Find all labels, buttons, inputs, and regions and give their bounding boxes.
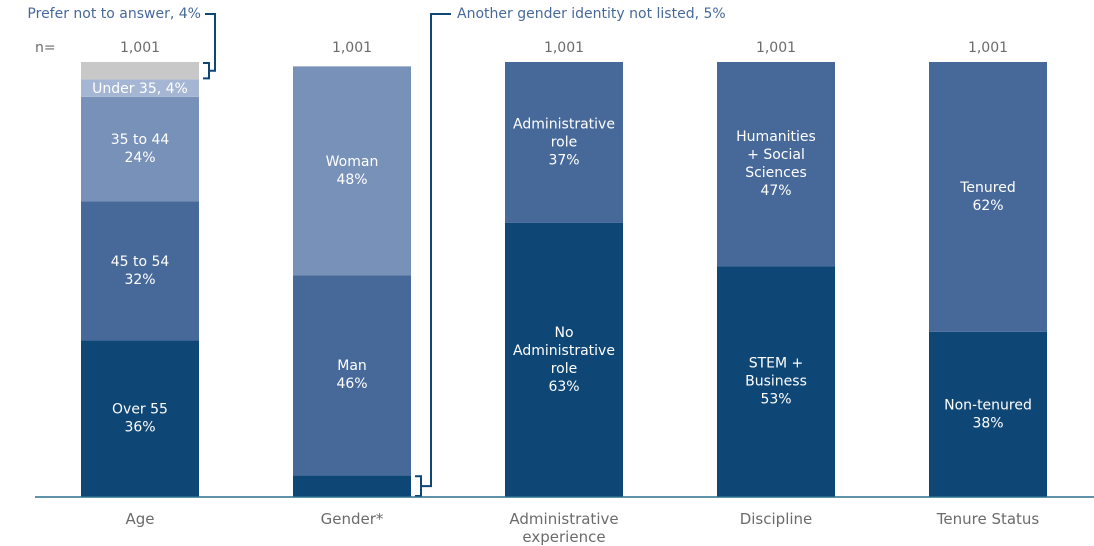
segment-name: role	[551, 134, 578, 150]
segment-name: 35 to 44	[111, 132, 170, 148]
segment-value: 53%	[760, 392, 791, 408]
n-value: 1,001	[968, 40, 1008, 56]
bar-segment	[717, 62, 835, 267]
segment-value: 38%	[972, 415, 1003, 431]
segment-name: Administrative	[513, 343, 615, 359]
bar-segment	[717, 266, 835, 497]
bar-segment	[81, 96, 199, 202]
bar-segment	[293, 475, 411, 497]
segment-name: STEM +	[749, 356, 804, 372]
callout-bracket	[203, 13, 216, 80]
bar-segment	[929, 331, 1047, 497]
n-value: 1,001	[120, 40, 160, 56]
segment-name: Over 55	[112, 402, 168, 418]
segment-value: 62%	[972, 198, 1003, 214]
bar-segment	[505, 222, 623, 497]
segment-label: Under 35, 4%	[92, 81, 188, 97]
segment-name: + Social	[747, 147, 805, 163]
n-label: n=	[35, 40, 56, 56]
segment-value: 24%	[124, 150, 155, 166]
segment-value: 32%	[124, 272, 155, 288]
bar-segment	[293, 275, 411, 476]
category-label: Gender*	[320, 510, 384, 528]
segment-name: Man	[337, 358, 367, 374]
segment-name: role	[551, 361, 578, 377]
segment-name: Humanities	[736, 129, 816, 145]
callout-label: Another gender identity not listed, 5%	[457, 6, 726, 22]
segment-value: 46%	[336, 376, 367, 392]
bar-segment	[293, 66, 411, 276]
segment-value: 47%	[760, 183, 791, 199]
category-label: Age	[125, 510, 155, 528]
segment-value: 36%	[124, 420, 155, 436]
segment-name: Business	[745, 374, 807, 390]
segment-name: Non-tenured	[944, 397, 1032, 413]
segment-name: Tenured	[959, 180, 1015, 196]
segment-value: 48%	[336, 172, 367, 188]
bar-segment	[81, 79, 199, 97]
segment-name: Administrative	[513, 116, 615, 132]
bar-segment	[505, 62, 623, 223]
callout-label: Prefer not to answer, 4%	[27, 6, 201, 22]
category-label: Administrative experience	[509, 510, 619, 546]
segment-name: 45 to 54	[111, 254, 170, 270]
callout-bracket	[415, 13, 451, 497]
segment-value: 63%	[548, 379, 579, 395]
category-label: Tenure Status	[936, 510, 1040, 528]
bar-segment	[81, 201, 199, 341]
n-value: 1,001	[332, 40, 372, 56]
bar-segment	[81, 62, 199, 80]
category-label: Discipline	[739, 510, 813, 528]
segment-value: 37%	[548, 152, 579, 168]
segment-name: Woman	[326, 154, 379, 170]
bar-segment	[81, 340, 199, 497]
segment-name: No	[554, 325, 573, 341]
segment-name: Sciences	[745, 165, 807, 181]
n-value: 1,001	[544, 40, 584, 56]
n-value: 1,001	[756, 40, 796, 56]
bar-segment	[929, 62, 1047, 332]
